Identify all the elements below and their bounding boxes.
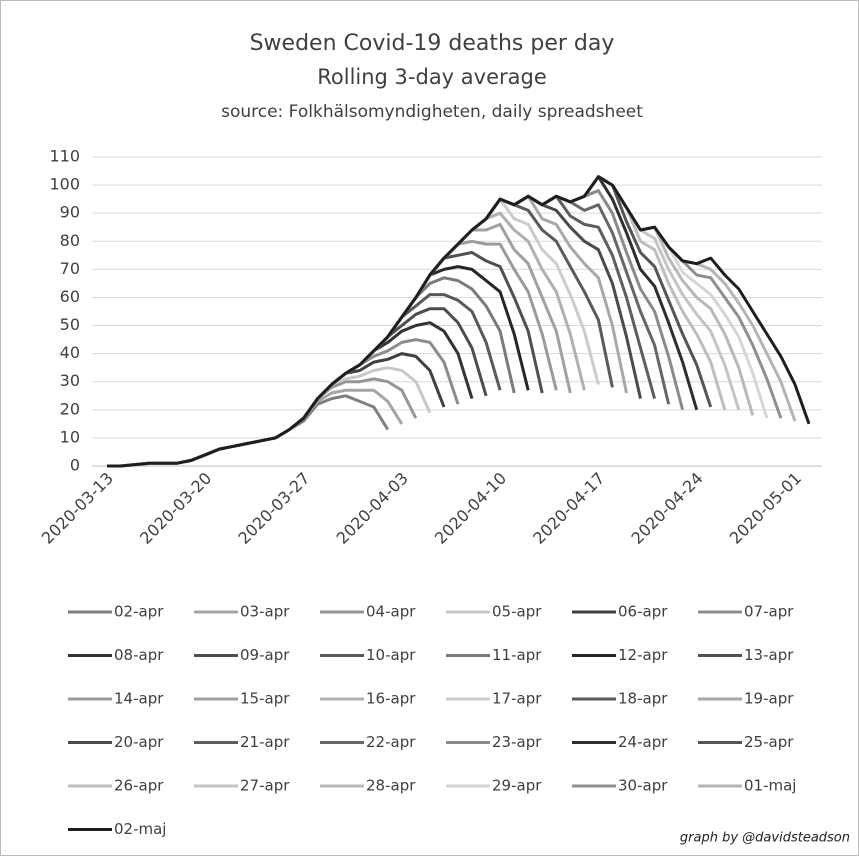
legend-label: 26-apr — [114, 777, 164, 795]
legend-label: 24-apr — [618, 733, 668, 751]
legend-label: 07-apr — [744, 603, 794, 621]
legend-label: 10-apr — [366, 646, 416, 664]
y-tick-label: 80 — [60, 231, 80, 250]
legend-label: 21-apr — [240, 733, 290, 751]
legend-label: 25-apr — [744, 733, 794, 751]
y-tick-label: 110 — [49, 147, 80, 166]
legend-label: 30-apr — [618, 777, 668, 795]
legend-label: 18-apr — [618, 690, 668, 708]
y-tick-label: 10 — [60, 427, 80, 446]
legend-label: 05-apr — [492, 603, 542, 621]
y-tick-label: 40 — [60, 343, 80, 362]
legend-label: 08-apr — [114, 646, 164, 664]
y-tick-label: 70 — [60, 259, 80, 278]
y-tick-label: 100 — [49, 175, 80, 194]
legend-label: 02-apr — [114, 603, 164, 621]
legend-label: 19-apr — [744, 690, 794, 708]
legend-label: 27-apr — [240, 777, 290, 795]
legend-label: 03-apr — [240, 603, 290, 621]
legend-label: 23-apr — [492, 733, 542, 751]
y-tick-label: 60 — [60, 287, 80, 306]
y-tick-label: 30 — [60, 371, 80, 390]
legend-label: 11-apr — [492, 646, 542, 664]
legend-label: 28-apr — [366, 777, 416, 795]
y-tick-label: 0 — [70, 456, 80, 475]
legend-label: 06-apr — [618, 603, 668, 621]
legend-label: 16-apr — [366, 690, 416, 708]
legend-label: 01-maj — [744, 777, 796, 795]
chart-credit: graph by @davidsteadson — [680, 831, 850, 846]
legend-label: 15-apr — [240, 690, 290, 708]
y-tick-label: 50 — [60, 315, 80, 334]
legend-label: 14-apr — [114, 690, 164, 708]
legend-label: 02-maj — [114, 820, 166, 838]
legend-label: 29-apr — [492, 777, 542, 795]
legend-label: 13-apr — [744, 646, 794, 664]
legend-label: 04-apr — [366, 603, 416, 621]
legend-label: 22-apr — [366, 733, 416, 751]
legend-label: 09-apr — [240, 646, 290, 664]
legend-label: 12-apr — [618, 646, 668, 664]
y-tick-label: 90 — [60, 203, 80, 222]
series-line — [107, 175, 811, 468]
legend-label: 20-apr — [114, 733, 164, 751]
y-tick-label: 20 — [60, 399, 80, 418]
legend-label: 17-apr — [492, 690, 542, 708]
chart-subtitle: Rolling 3-day average — [317, 65, 547, 89]
chart-title: Sweden Covid-19 deaths per day — [250, 31, 615, 56]
chart-source: source: Folkhälsomyndigheten, daily spre… — [221, 102, 643, 122]
